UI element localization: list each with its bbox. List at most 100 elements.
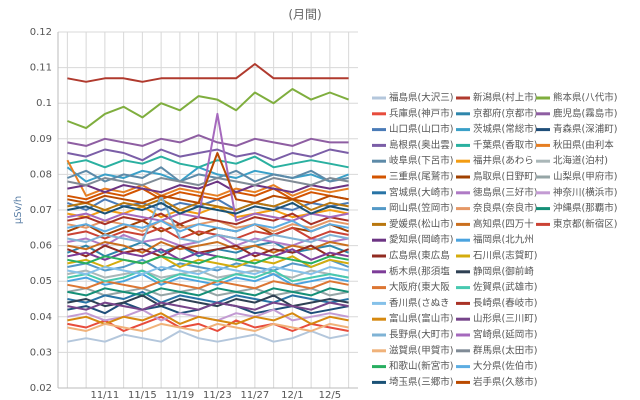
legend-swatch — [456, 380, 470, 384]
series-line — [67, 205, 349, 219]
series-line — [67, 112, 349, 222]
legend-label: 岡山県(笠岡市) — [389, 202, 453, 214]
y-tick-label: 0.07 — [30, 205, 52, 216]
y-tick-label: 0.08 — [30, 169, 52, 180]
legend-swatch — [456, 365, 470, 369]
legend-swatch — [372, 270, 386, 274]
y-tick-label: 0.04 — [30, 312, 52, 323]
legend-label: 滋賀県(甲賀市) — [389, 344, 453, 356]
series-line — [67, 241, 349, 258]
legend-swatch — [372, 333, 386, 337]
series-line — [67, 187, 349, 201]
legend-label: 山形県(三川町) — [473, 313, 537, 325]
legend-label: 北海道(泊村) — [553, 155, 608, 167]
legend-label: 広島県(東広島 — [389, 250, 450, 262]
series-line — [67, 330, 349, 343]
legend-swatch — [456, 159, 470, 163]
legend-swatch — [456, 270, 470, 274]
legend-label: 三重県(尾鷲市) — [389, 171, 453, 183]
legend-swatch — [456, 222, 470, 226]
legend-label: 秋田県(由利本 — [553, 139, 614, 151]
series-line — [67, 312, 349, 325]
y-tick-label: 0.12 — [30, 27, 52, 38]
legend-swatch — [456, 143, 470, 147]
y-tick-label: 0.02 — [30, 383, 52, 394]
legend-swatch — [372, 317, 386, 321]
legend-swatch — [372, 207, 386, 211]
series-line — [67, 88, 349, 130]
series-line — [67, 198, 349, 211]
legend-swatch — [536, 112, 550, 116]
legend-swatch — [456, 333, 470, 337]
legend-swatch — [456, 349, 470, 353]
legend-label: 佐賀県(武雄市) — [473, 281, 537, 293]
legend-label: 京都府(京都市) — [473, 107, 537, 119]
legend-swatch — [456, 254, 470, 258]
legend-swatch — [372, 238, 386, 242]
x-tick-label: 11/11 — [90, 390, 119, 400]
legend-label: 岐阜県(下呂市) — [389, 155, 453, 167]
legend-swatch — [372, 365, 386, 369]
legend-label: 新潟県(村上市) — [473, 92, 537, 104]
legend-swatch — [456, 238, 470, 242]
series-line — [67, 63, 349, 83]
legend-swatch — [372, 380, 386, 384]
series-line — [67, 177, 349, 187]
legend-label: 富山県(富山市) — [389, 313, 453, 325]
legend-label: 宮崎県(延岡市) — [473, 329, 537, 341]
legend-label: 宮城県(大崎市) — [389, 186, 453, 198]
legend-label: 長崎県(春岐市) — [473, 297, 537, 309]
legend-label: 栃木県(那須塩 — [389, 265, 450, 277]
legend-label: 兵庫県(神戸市) — [389, 107, 453, 119]
series-line — [67, 226, 349, 240]
series-line — [67, 287, 349, 297]
legend-label: 福井県(あわら — [473, 155, 534, 167]
legend-label: 鳥取県(日野町) — [473, 171, 537, 183]
chart-title: (月間) — [288, 8, 321, 22]
legend-label: 島根県(奥出雲) — [389, 139, 453, 151]
legend-label: 和歌山(新宮市) — [389, 360, 453, 372]
legend-swatch — [536, 222, 550, 226]
legend-swatch — [372, 112, 386, 116]
legend-label: 千葉県(香取市) — [473, 139, 537, 151]
legend-swatch — [372, 222, 386, 226]
series-line — [67, 280, 349, 290]
legend-swatch — [372, 143, 386, 147]
series-line — [67, 219, 349, 236]
legend-label: 愛媛県(松山市) — [389, 218, 453, 230]
legend-label: 沖縄県(那覇市) — [553, 202, 617, 214]
legend-swatch — [456, 207, 470, 211]
legend-label: 鹿児島(霧島市) — [553, 107, 617, 119]
series-line — [67, 152, 349, 204]
x-tick-label: 11/23 — [203, 390, 232, 400]
legend-swatch — [372, 159, 386, 163]
series-line — [67, 241, 349, 254]
legend-label: 熊本県(八代市) — [553, 92, 617, 104]
series-line — [67, 266, 349, 276]
legend-label: 長野県(大町市) — [389, 329, 453, 341]
legend-label: 神奈川(横浜市) — [553, 186, 617, 198]
legend-swatch — [372, 286, 386, 290]
series-line — [67, 198, 349, 211]
legend-label: 山口県(山口市) — [389, 123, 453, 135]
x-tick-label: 11/27 — [240, 390, 269, 400]
legend-label: 岩手県(久慈市) — [473, 376, 537, 388]
series-line — [67, 219, 349, 233]
legend-swatch — [372, 96, 386, 100]
series-line — [67, 269, 349, 283]
legend-swatch — [372, 128, 386, 132]
legend-label: 愛知県(岡崎市) — [389, 234, 453, 246]
legend-label: 群馬県(太田市) — [473, 344, 537, 356]
legend-swatch — [456, 317, 470, 321]
y-tick-label: 0.03 — [30, 347, 52, 358]
y-tick-label: 0.05 — [30, 276, 52, 287]
series-line — [67, 322, 349, 332]
legend-swatch — [456, 96, 470, 100]
series-line — [67, 194, 349, 243]
legend-label: 大阪府(東大阪 — [389, 281, 450, 293]
series-line — [67, 201, 349, 215]
x-tick-label: 12/5 — [319, 390, 341, 400]
legend-swatch — [456, 301, 470, 305]
legend-label: 大分県(佐伯市) — [473, 360, 537, 372]
